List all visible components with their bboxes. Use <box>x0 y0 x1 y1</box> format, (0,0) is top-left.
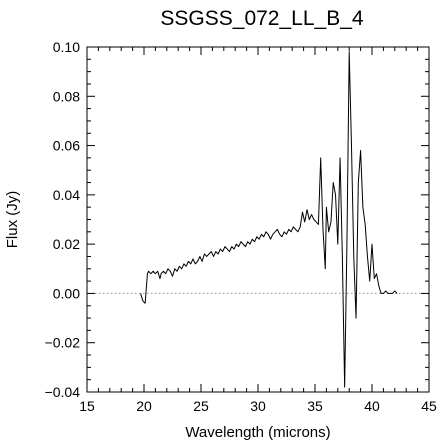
x-axis-label: Wavelength (microns) <box>185 424 330 441</box>
y-tick-label: −0.02 <box>45 335 81 351</box>
x-tick-label: 25 <box>193 398 209 414</box>
x-tick-label: 30 <box>250 398 266 414</box>
y-tick-label: 0.04 <box>53 187 80 203</box>
y-tick-label: 0.06 <box>53 138 80 154</box>
y-axis-label: Flux (Jy) <box>4 191 21 249</box>
y-tick-label: −0.04 <box>45 384 81 400</box>
x-tick-label: 40 <box>364 398 380 414</box>
flux-series-line <box>140 51 398 388</box>
x-tick-label: 20 <box>136 398 152 414</box>
x-tick-label: 35 <box>307 398 323 414</box>
y-axis: −0.04 −0.02 0.00 0.02 0.04 0.06 0.08 0.10 <box>45 39 429 400</box>
y-tick-label: 0.08 <box>53 88 80 104</box>
x-axis: 15 20 25 30 35 40 45 <box>79 47 437 414</box>
x-tick-label: 15 <box>79 398 95 414</box>
y-tick-label: 0.02 <box>53 236 80 252</box>
plot-frame <box>86 46 430 393</box>
plot-area: 15 20 25 30 35 40 45 −0.04 −0.02 0.00 0.02 0.04 0.0… <box>45 39 437 414</box>
x-tick-label: 45 <box>421 398 437 414</box>
y-tick-label: 0.00 <box>53 285 80 301</box>
y-tick-label: 0.10 <box>53 39 80 55</box>
chart-title: SSGSS_072_LL_B_4 <box>160 7 363 30</box>
